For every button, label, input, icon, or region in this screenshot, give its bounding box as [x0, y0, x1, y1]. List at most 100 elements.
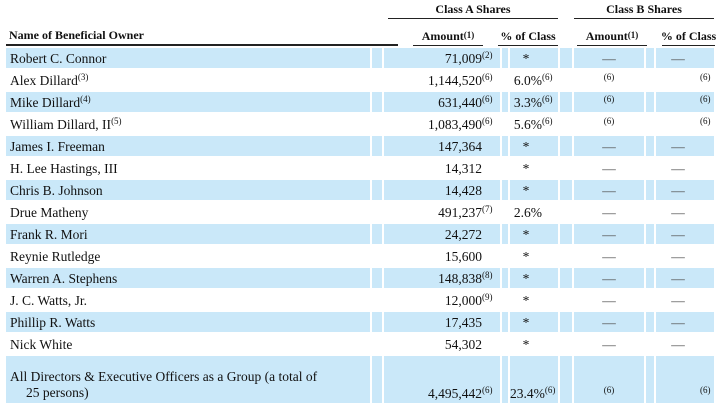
cell-value: — — [602, 337, 616, 352]
cell-value: * — [522, 161, 530, 176]
spacer-cell — [646, 48, 654, 68]
pct-class-a-cell: * — [510, 48, 558, 68]
pct-class-a-cell: * — [510, 180, 558, 200]
spacer-cell — [502, 114, 508, 134]
table-row-totals: All Directors & Executive Officers as a … — [6, 356, 716, 403]
cell-value: 71,009 — [444, 51, 482, 66]
spacer-cell — [502, 70, 508, 90]
amount-class-a-cell: 54,302 — [384, 334, 500, 354]
name-cell: Robert C. Connor — [6, 48, 370, 68]
cell-value: 23.4% — [510, 386, 545, 401]
owner-name: Reynie Rutledge — [10, 249, 101, 264]
footnote-superscript: (5) — [111, 116, 122, 126]
amount-class-b-cell: — — [574, 334, 644, 354]
amount-class-a-cell: 71,009 (2) — [384, 48, 500, 68]
amount-label: Amount — [421, 29, 464, 43]
footnote-superscript: (6) — [544, 385, 556, 395]
cell-value: — — [671, 227, 685, 242]
footnote-superscript: (6) — [700, 94, 711, 104]
amount-class-a-cell: 4,495,442 (6) — [384, 356, 500, 403]
owner-name-line1: All Directors & Executive Officers as a … — [10, 369, 318, 384]
spacer-cell — [372, 224, 382, 244]
name-cell: Frank R. Mori — [6, 224, 370, 244]
cell-value: 147,364 — [438, 139, 482, 154]
spacer-cell — [372, 246, 382, 266]
spacer-cell — [560, 224, 572, 244]
spacer-cell — [372, 136, 382, 156]
spacer-cell — [560, 356, 572, 403]
spacer-cell — [646, 356, 654, 403]
footnote-superscript: (3) — [77, 72, 89, 82]
column-header-amount-class-a: Amount (1) — [413, 20, 483, 46]
cell-value: — — [602, 293, 616, 308]
cell-value: 1,083,490 — [428, 117, 482, 132]
amount-class-a-cell: 148,838 (8) — [384, 268, 500, 288]
table-row: Robert C. Connor 71,009 (2) * — — — [6, 48, 716, 68]
pct-class-a-cell: * — [510, 290, 558, 310]
cell-value: * — [522, 183, 530, 198]
table-row: J. C. Watts, Jr. 12,000 (9) * — — — [6, 290, 716, 310]
pct-class-a-cell: 5.6% (6) — [510, 114, 558, 134]
table-row: Nick White 54,302 * — — — [6, 334, 716, 354]
footnote-superscript: (6) — [603, 116, 615, 126]
name-cell: Chris B. Johnson — [6, 180, 370, 200]
footnote-superscript: (6) — [700, 385, 711, 395]
owner-name: J. C. Watts, Jr. — [10, 293, 88, 308]
cell-value: — — [671, 271, 685, 286]
table-row: Drue Matheny 491,237 (7) 2.6% — — — [6, 202, 716, 222]
cell-value: — — [602, 51, 616, 66]
amount-class-b-cell: — — [574, 48, 644, 68]
pct-class-b-cell: — — [656, 268, 714, 288]
spacer-cell — [372, 180, 382, 200]
spacer-cell — [372, 92, 382, 112]
spacer-cell — [646, 312, 654, 332]
cell-value: — — [671, 205, 685, 220]
amount-class-a-cell: 1,144,520 (6) — [384, 70, 500, 90]
spacer-cell — [560, 290, 572, 310]
pct-class-b-cell: — — [656, 224, 714, 244]
amount-class-a-cell: 147,364 — [384, 136, 500, 156]
class-b-shares-group-header: Class B Shares — [574, 2, 714, 19]
name-cell: J. C. Watts, Jr. — [6, 290, 370, 310]
cell-value: 631,440 — [438, 95, 482, 110]
spacer-cell — [646, 202, 654, 222]
footnote-superscript: (8) — [482, 270, 493, 280]
footnote-superscript: (6) — [603, 72, 615, 82]
amount-label: Amount — [585, 29, 628, 43]
cell-value: * — [522, 227, 530, 242]
spacer-cell — [372, 70, 382, 90]
pct-class-b-cell: — — [656, 246, 714, 266]
column-header-amount-class-b: Amount (1) — [577, 20, 647, 46]
spacer-cell — [372, 268, 382, 288]
amount-class-b-cell: — — [574, 246, 644, 266]
name-cell: H. Lee Hastings, III — [6, 158, 370, 178]
spacer-cell — [502, 180, 508, 200]
name-cell: Warren A. Stephens — [6, 268, 370, 288]
footnote-superscript: (1) — [627, 30, 639, 40]
spacer-cell — [502, 136, 508, 156]
name-cell: Reynie Rutledge — [6, 246, 370, 266]
cell-value: — — [671, 249, 685, 264]
spacer-cell — [372, 290, 382, 310]
table-body: Robert C. Connor 71,009 (2) * — — Alex Di… — [6, 48, 716, 403]
name-cell: Mike Dillard (4) — [6, 92, 370, 112]
footnote-superscript: (6) — [482, 94, 493, 104]
amount-class-a-cell: 14,312 — [384, 158, 500, 178]
amount-class-b-cell: — — [574, 158, 644, 178]
footnote-superscript: (6) — [700, 72, 711, 82]
cell-value: 15,600 — [444, 249, 482, 264]
footnote-superscript: (9) — [482, 292, 493, 302]
table-row: Alex Dillard (3) 1,144,520 (6) 6.0% (6) (6)… — [6, 70, 716, 90]
column-header-pct-class-a: % of Class — [498, 20, 558, 46]
cell-value: 4,495,442 — [428, 386, 482, 401]
pct-class-a-cell: * — [510, 268, 558, 288]
table-row: Warren A. Stephens 148,838 (8) * — — — [6, 268, 716, 288]
footnote-superscript: (1) — [463, 30, 475, 40]
amount-class-b-cell: — — [574, 202, 644, 222]
cell-value: — — [602, 315, 616, 330]
name-cell: William Dillard, II (5) — [6, 114, 370, 134]
footnote-superscript: (4) — [80, 94, 91, 104]
table-row: Mike Dillard (4) 631,440 (6) 3.3% (6) (6) (… — [6, 92, 716, 112]
spacer-cell — [502, 290, 508, 310]
